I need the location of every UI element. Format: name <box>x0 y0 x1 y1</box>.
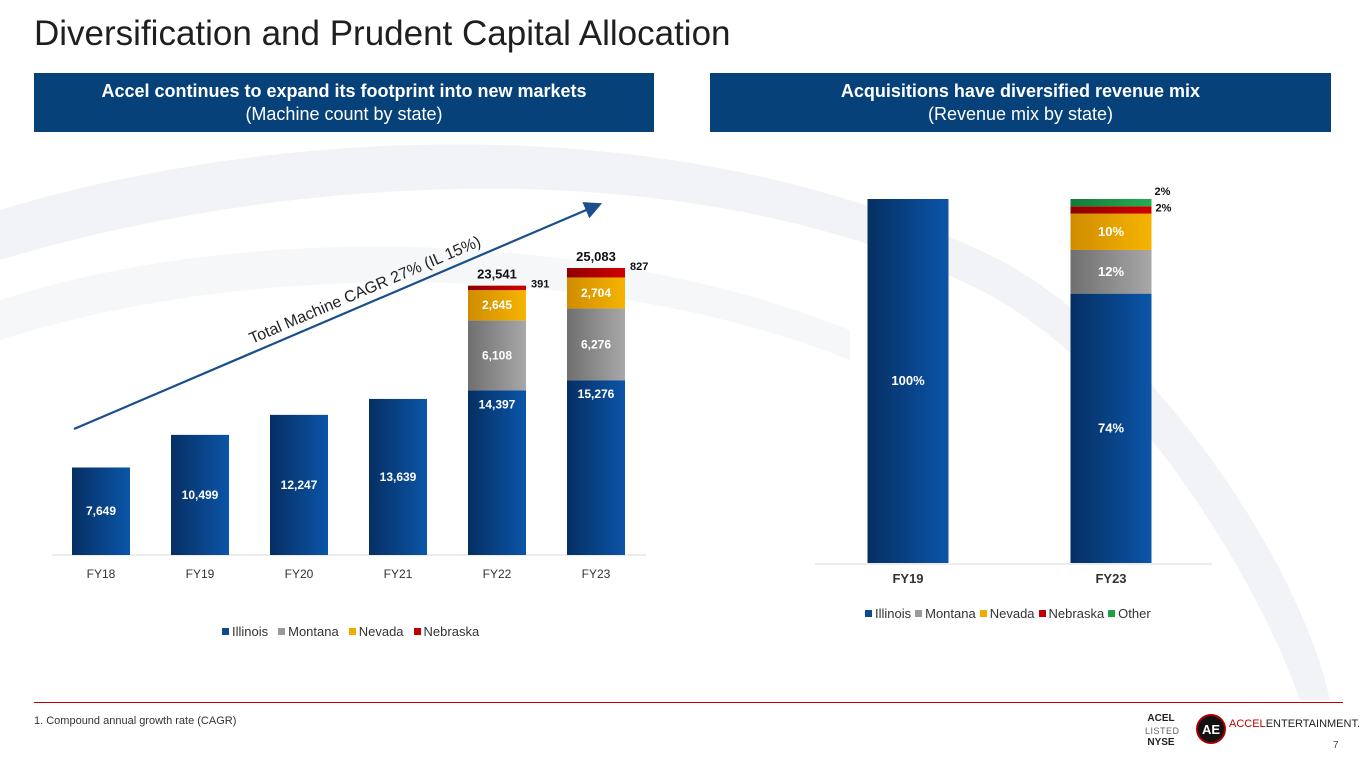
x-tick-label: FY22 <box>483 567 512 581</box>
legend-item-other: Other <box>1108 606 1151 621</box>
brand-wordmark: ACCELENTERTAINMENT. <box>1229 718 1360 730</box>
brand-rest: ENTERTAINMENT. <box>1265 718 1361 730</box>
legend-item-illinois: Illinois <box>222 624 268 639</box>
data-label: 827 <box>630 261 648 273</box>
legend-label: Nevada <box>989 606 1035 621</box>
legend-swatch <box>1108 610 1116 617</box>
revenue-mix-legend: Illinois Montana Nevada Nebraska Other <box>865 606 1151 621</box>
legend-swatch <box>348 628 356 635</box>
page-title: Diversification and Prudent Capital Allo… <box>34 14 731 53</box>
data-label: 12,247 <box>281 478 318 492</box>
bar-illinois-fy19 <box>171 434 229 555</box>
legend-swatch <box>915 610 923 617</box>
x-tick-label: FY18 <box>87 567 116 581</box>
total-label: 25,083 <box>576 249 616 264</box>
revenue-mix-header: Acquisitions have diversified revenue mi… <box>710 73 1331 132</box>
data-label: 13,639 <box>380 470 417 484</box>
legend-item-nevada: Nevada <box>979 606 1035 621</box>
logo-text: AE <box>1201 721 1221 737</box>
exchange: NYSE <box>1147 737 1175 748</box>
bar-montana-fy23 <box>567 308 625 381</box>
data-label: 2,645 <box>482 298 512 312</box>
legend-label: Montana <box>288 624 339 639</box>
bar-nebraska-fy23 <box>567 268 625 278</box>
listed-label: LISTED <box>1145 726 1180 736</box>
legend-swatch <box>1038 610 1046 617</box>
data-label: 14,397 <box>479 397 516 411</box>
x-tick-label: FY19 <box>186 567 215 581</box>
accel-logo-icon: AE <box>1196 714 1226 744</box>
bar-illinois-fy23 <box>567 380 625 555</box>
ticker: ACEL <box>1147 713 1175 724</box>
brand-accent: ACCEL <box>1229 718 1266 730</box>
data-label: 10,499 <box>182 488 219 502</box>
data-label: 6,276 <box>581 337 611 351</box>
legend-label: Nevada <box>358 624 404 639</box>
x-tick-label: FY21 <box>384 567 413 581</box>
data-label: 7,649 <box>86 504 116 518</box>
footnote: 1. Compound annual growth rate (CAGR) <box>34 715 237 727</box>
legend-item-nebraska: Nebraska <box>413 624 480 639</box>
legend-label: Illinois <box>875 606 912 621</box>
bar-nebraska-fy22 <box>468 285 526 291</box>
bar-illinois-fy20 <box>270 414 328 555</box>
legend-item-illinois: Illinois <box>865 606 911 621</box>
legend-swatch <box>222 628 229 635</box>
legend-swatch <box>979 610 987 617</box>
bar-illinois-fy22 <box>468 390 526 555</box>
legend-swatch <box>278 628 286 635</box>
legend-label: Montana <box>925 606 976 621</box>
machine-count-legend: Illinois Montana Nevada Nebraska <box>222 624 479 639</box>
total-label: 23,541 <box>477 267 517 282</box>
data-label: 2,704 <box>581 286 611 300</box>
footer-divider <box>34 702 1343 703</box>
bar-nevada-fy23 <box>567 277 625 309</box>
header-title: Acquisitions have diversified revenue mi… <box>840 80 1201 101</box>
bar-illinois-fy21 <box>369 398 427 555</box>
bar-illinois-fy18 <box>72 467 130 555</box>
nyse-listing-badge: ACEL LISTED NYSE <box>1145 713 1180 749</box>
header-subtitle: (Machine count by state) <box>245 103 443 124</box>
header-title: Accel continues to expand its footprint … <box>101 80 587 101</box>
legend-item-montana: Montana <box>278 624 339 639</box>
legend-label: Nebraska <box>423 624 480 639</box>
header-subtitle: (Revenue mix by state) <box>927 103 1114 124</box>
legend-label: Illinois <box>232 624 269 639</box>
legend-item-nebraska: Nebraska <box>1038 606 1105 621</box>
legend-item-nevada: Nevada <box>348 624 404 639</box>
legend-swatch <box>413 628 421 635</box>
data-label: 6,108 <box>482 348 512 362</box>
cagr-annotation: Total Machine CAGR 27% (IL 15%) <box>247 233 484 347</box>
cagr-arrow <box>73 202 603 431</box>
legend-swatch <box>865 610 872 617</box>
x-tick-label: FY20 <box>285 567 314 581</box>
machine-count-header: Accel continues to expand its footprint … <box>34 73 654 132</box>
legend-item-montana: Montana <box>915 606 976 621</box>
data-label: 15,276 <box>578 387 615 401</box>
legend-label: Other <box>1118 606 1151 621</box>
data-label: 391 <box>531 279 549 291</box>
x-tick-label: FY23 <box>582 567 611 581</box>
bar-montana-fy22 <box>468 320 526 391</box>
page-number: 7 <box>1333 740 1339 751</box>
bar-nevada-fy22 <box>468 290 526 321</box>
legend-label: Nebraska <box>1048 606 1105 621</box>
